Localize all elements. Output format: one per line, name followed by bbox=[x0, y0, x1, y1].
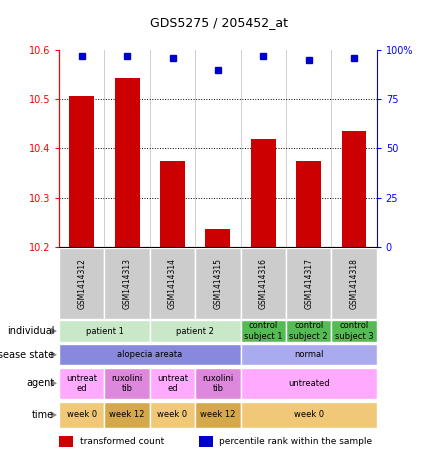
Bar bbox=[240, 248, 286, 319]
Bar bbox=[331, 248, 377, 319]
Text: GSM1414312: GSM1414312 bbox=[78, 258, 86, 309]
Text: week 0: week 0 bbox=[293, 410, 324, 419]
Text: agent: agent bbox=[26, 378, 54, 388]
Text: GSM1414318: GSM1414318 bbox=[350, 258, 358, 309]
Text: control
subject 2: control subject 2 bbox=[290, 322, 328, 341]
Text: normal: normal bbox=[294, 350, 323, 359]
Bar bbox=[150, 402, 195, 428]
Bar bbox=[199, 436, 213, 447]
Text: alopecia areata: alopecia areata bbox=[117, 350, 183, 359]
Bar bbox=[59, 436, 74, 447]
Bar bbox=[251, 139, 276, 247]
Text: untreat
ed: untreat ed bbox=[157, 374, 188, 393]
Text: individual: individual bbox=[7, 326, 54, 336]
Bar bbox=[115, 78, 140, 247]
Text: time: time bbox=[32, 410, 54, 420]
Text: untreat
ed: untreat ed bbox=[66, 374, 97, 393]
Text: GSM1414317: GSM1414317 bbox=[304, 258, 313, 309]
Bar bbox=[342, 131, 367, 247]
Bar bbox=[59, 248, 105, 319]
Bar bbox=[296, 161, 321, 247]
Text: GDS5275 / 205452_at: GDS5275 / 205452_at bbox=[150, 16, 288, 29]
Text: untreated: untreated bbox=[288, 379, 329, 388]
Text: GSM1414316: GSM1414316 bbox=[259, 258, 268, 309]
Text: week 12: week 12 bbox=[110, 410, 145, 419]
Bar bbox=[105, 368, 150, 399]
Text: control
subject 1: control subject 1 bbox=[244, 322, 283, 341]
Bar bbox=[150, 248, 195, 319]
Bar bbox=[150, 321, 240, 342]
Bar bbox=[240, 321, 286, 342]
Text: patient 1: patient 1 bbox=[85, 327, 124, 336]
Text: disease state: disease state bbox=[0, 350, 54, 360]
Text: GSM1414313: GSM1414313 bbox=[123, 258, 132, 309]
Text: control
subject 3: control subject 3 bbox=[335, 322, 373, 341]
Text: week 12: week 12 bbox=[200, 410, 236, 419]
Text: ruxolini
tib: ruxolini tib bbox=[112, 374, 143, 393]
Bar bbox=[331, 321, 377, 342]
Bar bbox=[105, 402, 150, 428]
Text: ruxolini
tib: ruxolini tib bbox=[202, 374, 233, 393]
Bar bbox=[205, 229, 230, 247]
Text: week 0: week 0 bbox=[67, 410, 97, 419]
Bar bbox=[59, 402, 105, 428]
Bar bbox=[240, 402, 377, 428]
Bar bbox=[59, 321, 150, 342]
Bar bbox=[150, 368, 195, 399]
Text: percentile rank within the sample: percentile rank within the sample bbox=[219, 437, 373, 446]
Bar bbox=[59, 344, 240, 365]
Bar bbox=[105, 248, 150, 319]
Bar bbox=[195, 402, 240, 428]
Bar bbox=[195, 248, 240, 319]
Text: patient 2: patient 2 bbox=[176, 327, 214, 336]
Text: GSM1414314: GSM1414314 bbox=[168, 258, 177, 309]
Bar bbox=[195, 368, 240, 399]
Text: GSM1414315: GSM1414315 bbox=[213, 258, 223, 309]
Bar bbox=[286, 248, 331, 319]
Bar bbox=[160, 161, 185, 247]
Bar bbox=[286, 321, 331, 342]
Bar bbox=[240, 344, 377, 365]
Bar bbox=[69, 96, 94, 247]
Text: week 0: week 0 bbox=[158, 410, 187, 419]
Bar bbox=[59, 368, 105, 399]
Text: transformed count: transformed count bbox=[80, 437, 164, 446]
Bar bbox=[240, 368, 377, 399]
